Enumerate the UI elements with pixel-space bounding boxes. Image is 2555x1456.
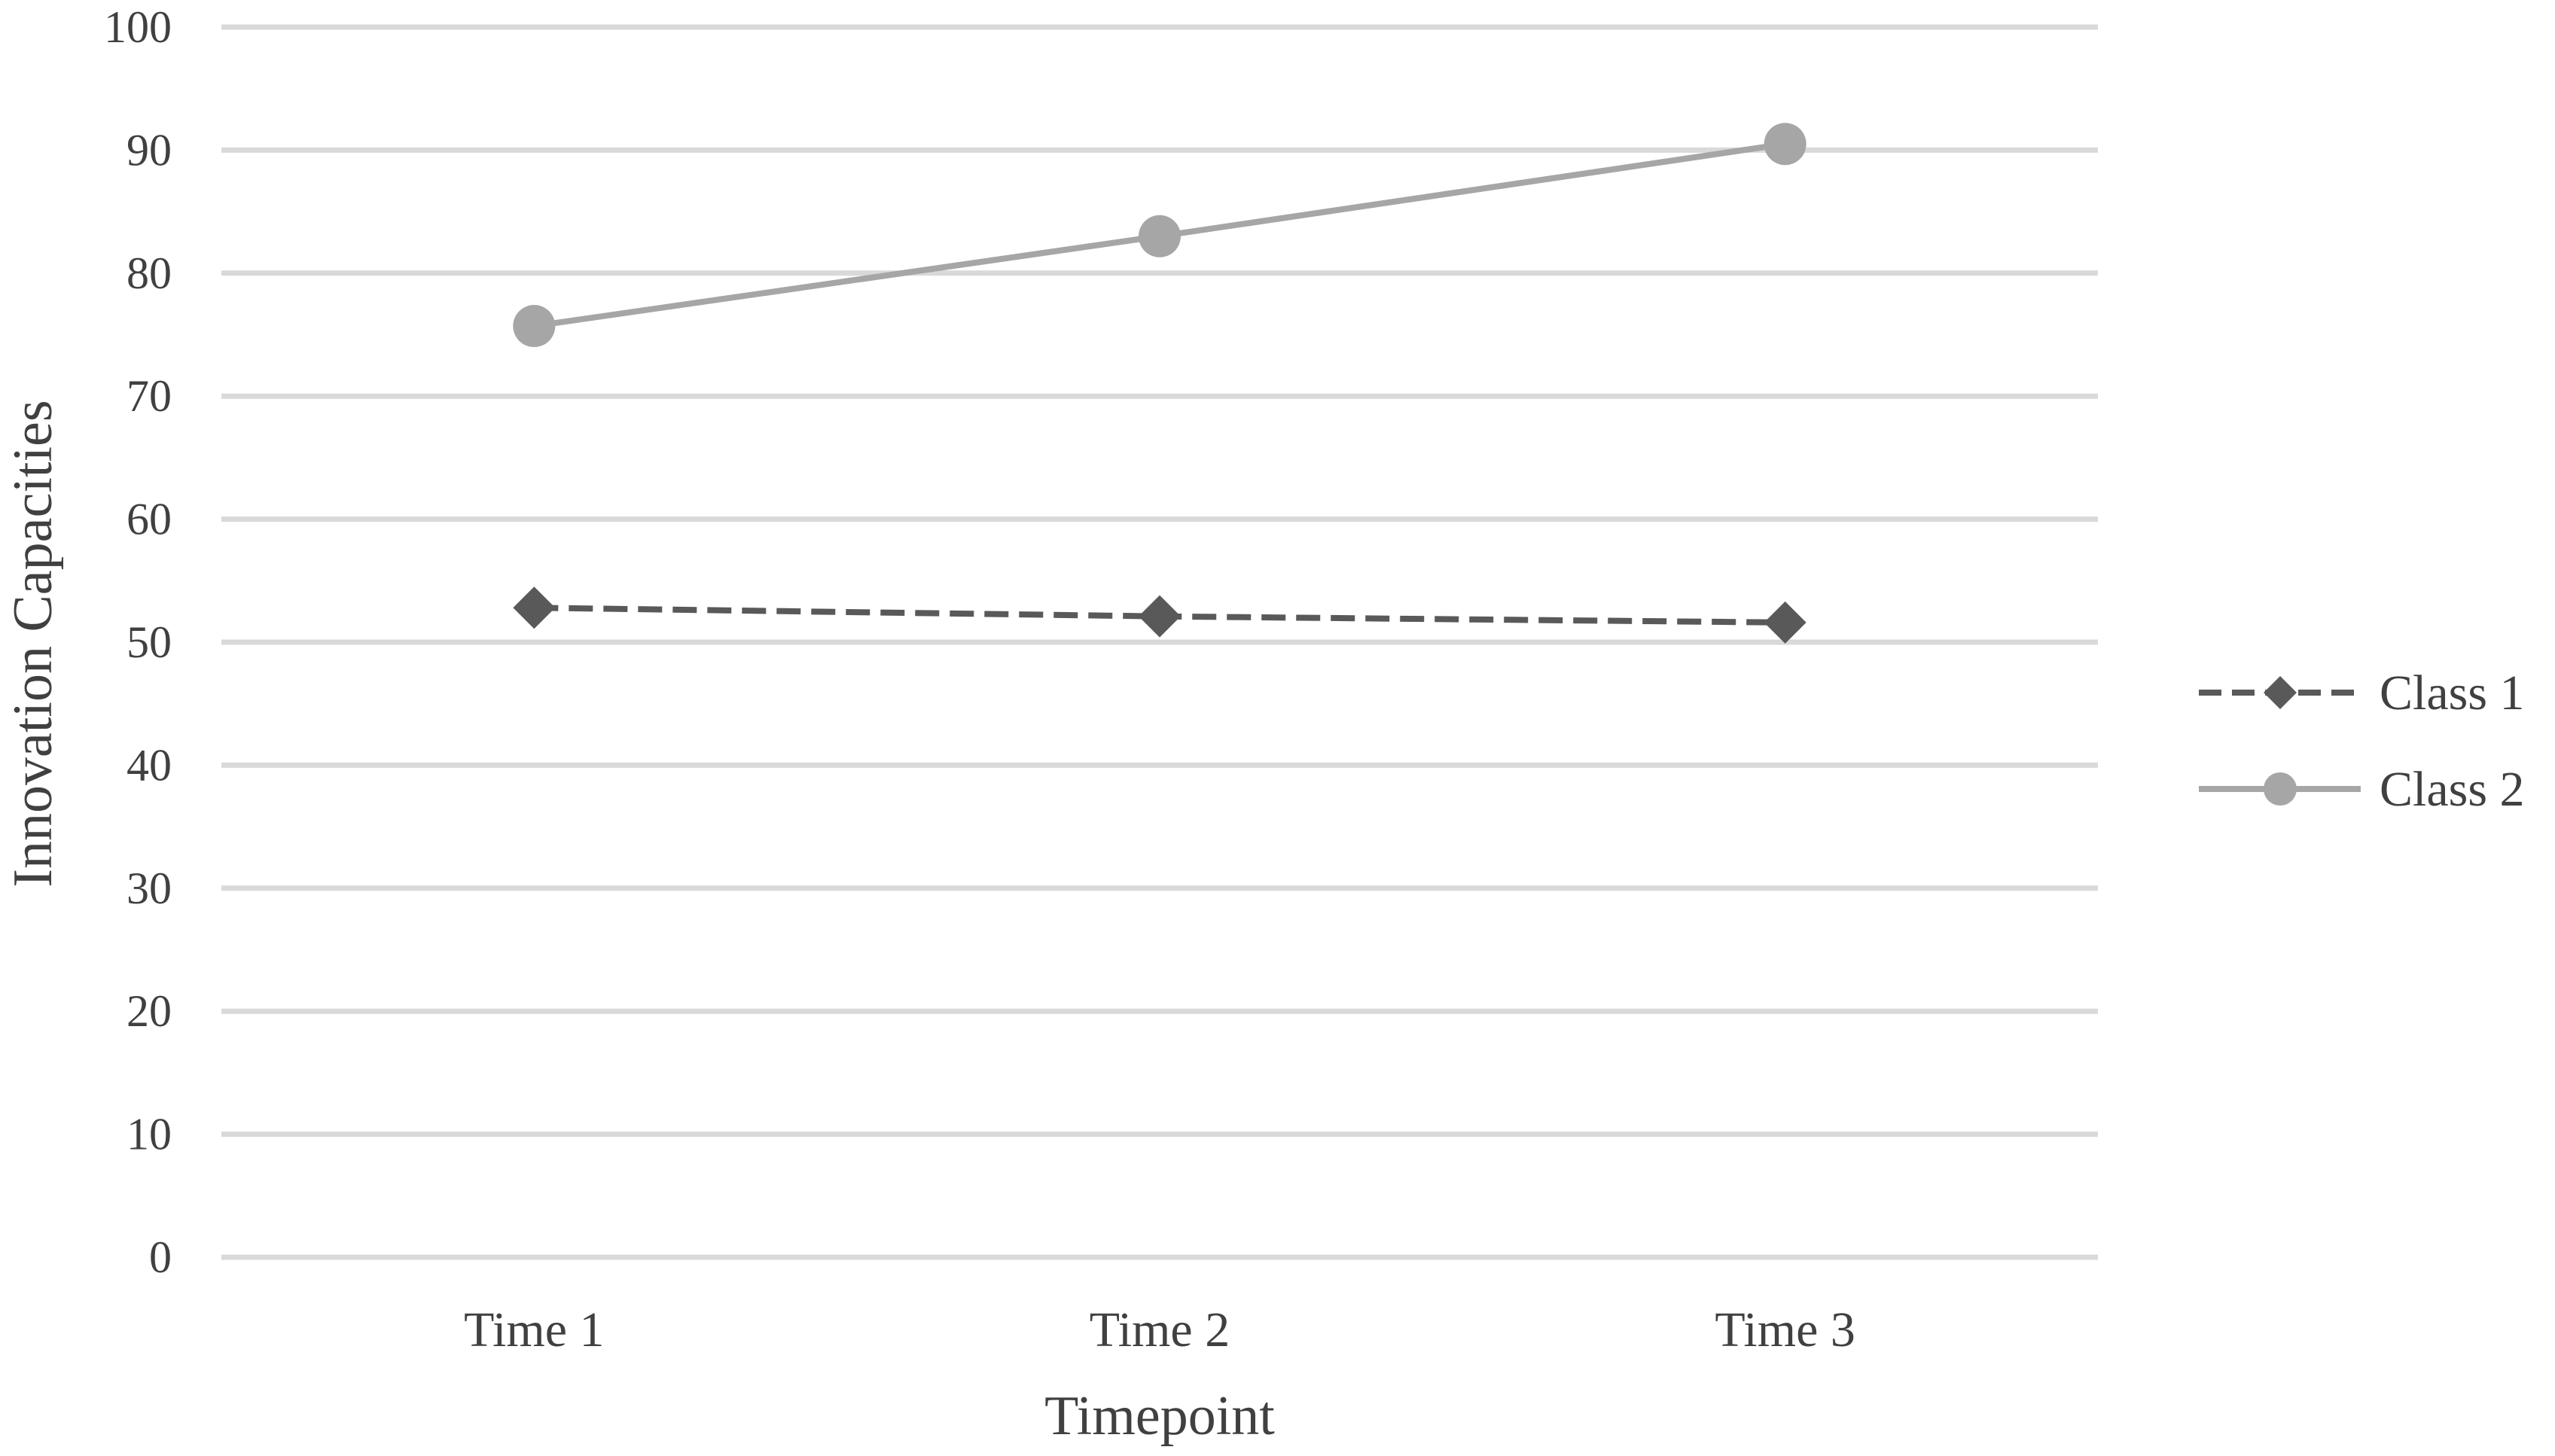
- x-tick-label: Time 1: [464, 1302, 604, 1357]
- x-tick-labels: Time 1 Time 2 Time 3: [464, 1302, 1855, 1357]
- series-point: [1139, 595, 1181, 638]
- series-point: [1139, 215, 1181, 257]
- legend-item: Class 1: [2199, 666, 2525, 720]
- x-tick-label: Time 2: [1090, 1302, 1230, 1357]
- legend-marker: [2264, 676, 2297, 709]
- y-tick-labels: 0 10 20 30 40 50 60 70 80 90 100: [104, 2, 172, 1282]
- series-1: [513, 586, 1806, 644]
- y-axis-title: Innovation Capacities: [2, 400, 64, 887]
- gridlines: [221, 24, 2098, 1260]
- x-axis-title: Timepoint: [1044, 1385, 1275, 1447]
- y-tick-label: 100: [104, 2, 172, 52]
- series-point: [1764, 123, 1806, 166]
- y-tick-label: 40: [127, 740, 172, 790]
- y-tick-label: 0: [149, 1232, 172, 1282]
- y-tick-label: 60: [127, 495, 172, 544]
- legend-label: Class 1: [2380, 666, 2525, 720]
- series-layer: [513, 123, 1806, 644]
- y-tick-label: 50: [127, 617, 172, 667]
- legend-label: Class 2: [2380, 762, 2525, 817]
- legend-item: Class 2: [2199, 762, 2525, 817]
- legend: Class 1 Class 2: [2199, 666, 2525, 817]
- legend-marker: [2264, 772, 2297, 806]
- y-tick-label: 90: [127, 125, 172, 175]
- series-point: [1764, 601, 1806, 644]
- series-2: [513, 123, 1806, 348]
- x-tick-label: Time 3: [1715, 1302, 1855, 1357]
- series-point: [513, 586, 556, 629]
- y-tick-label: 30: [127, 864, 172, 913]
- y-tick-label: 20: [127, 986, 172, 1036]
- y-tick-label: 80: [127, 248, 172, 298]
- y-tick-label: 10: [127, 1110, 172, 1159]
- series-point: [513, 305, 556, 348]
- y-tick-label: 70: [127, 371, 172, 421]
